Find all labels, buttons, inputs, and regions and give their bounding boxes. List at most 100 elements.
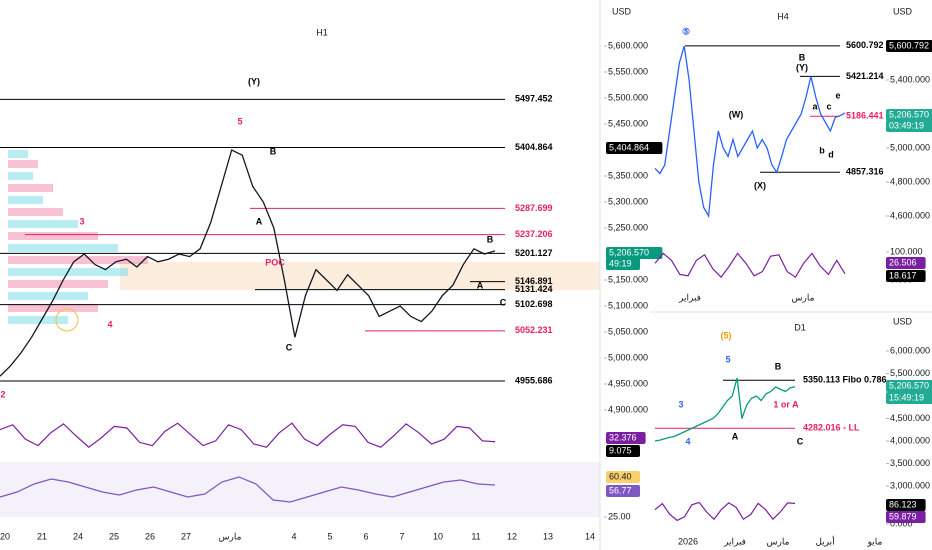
- x-tick-label: 14: [585, 531, 595, 541]
- y-tick-label: 5,050.000: [608, 326, 648, 336]
- x-tick-label: فبراير: [723, 536, 746, 547]
- y-tick-label: 4,000.000: [890, 435, 930, 445]
- y-tick-label: 5,550.000: [608, 66, 648, 76]
- price-badge: [606, 485, 640, 497]
- x-tick-label: مايو: [867, 536, 883, 547]
- price-badge-label: 9.075: [609, 445, 632, 455]
- price-badge-label: 5,600.792: [889, 40, 929, 50]
- y-tick-label: 0.000: [890, 518, 913, 528]
- x-tick-label: مارس: [767, 536, 790, 547]
- level-label: 4282.016 - LL: [803, 423, 860, 433]
- x-tick-label: 21: [37, 531, 47, 541]
- wave-label: B: [270, 146, 277, 156]
- price-badge-label: 26.506: [889, 257, 917, 267]
- price-badge-label: 5,206.570: [889, 380, 929, 390]
- price-badge-label: 86.123: [889, 499, 917, 509]
- wave-label: A: [256, 216, 263, 226]
- price-badge: [886, 511, 926, 523]
- wave-label: (Y): [248, 76, 260, 86]
- price-badge-label: 18.617: [889, 270, 917, 280]
- y-tick-label: 3,500.000: [890, 458, 930, 468]
- wave-label: B: [799, 52, 806, 62]
- level-label: 5052.231: [515, 325, 553, 335]
- price-badge: [886, 392, 932, 404]
- wave-label: d: [828, 149, 834, 159]
- level-label: 5421.214: [846, 71, 884, 81]
- price-line: [0, 149, 496, 377]
- price-badge-label: 49:19: [609, 258, 632, 268]
- wave-label: A: [477, 280, 484, 290]
- y-tick-label: 3,000.000: [890, 480, 930, 490]
- y-tick-label: 5,150.000: [608, 274, 648, 284]
- y-tick-label: 4,950.000: [608, 378, 648, 388]
- indicator-line: [0, 476, 496, 503]
- y-tick-label: 4,900.000: [608, 404, 648, 414]
- wave-label: e: [835, 90, 840, 100]
- currency: USD: [893, 6, 913, 16]
- wave-label: C: [797, 436, 804, 446]
- chart-title: D1: [794, 322, 806, 332]
- x-tick-label: 27: [181, 531, 191, 541]
- y-tick-label: 5,500.000: [608, 92, 648, 102]
- x-tick-label: 2026: [678, 536, 698, 546]
- wave-label: POC: [265, 257, 285, 267]
- y-tick-label: 5,500.000: [890, 368, 930, 378]
- price-badge: [606, 432, 646, 444]
- level-label: 5600.792: [846, 40, 884, 50]
- wave-label: a: [812, 101, 818, 111]
- wave-label: ⑤: [682, 26, 690, 36]
- wave-label: 5: [237, 116, 242, 126]
- wave-label: (X): [754, 180, 766, 190]
- y-tick-label: 5,300.000: [608, 196, 648, 206]
- level-label: 5201.127: [515, 248, 553, 258]
- price-badge-label: 5,206.570: [609, 247, 649, 257]
- price-line: [654, 45, 846, 219]
- y-tick-label: 6,000.000: [890, 345, 930, 355]
- price-badge: [886, 40, 932, 52]
- price-badge-label: 59.879: [889, 511, 917, 521]
- level-label: 5497.452: [515, 94, 553, 104]
- chart-title: H1: [316, 27, 328, 37]
- price-badge: [886, 120, 932, 132]
- y-tick-label: 4,600.000: [890, 210, 930, 220]
- y-tick-label: 5,000.000: [608, 352, 648, 362]
- x-tick-label: 7: [399, 531, 404, 541]
- wave-label: (5): [721, 330, 732, 340]
- level-label: 5404.864: [515, 142, 553, 152]
- x-tick-label: 24: [73, 531, 83, 541]
- price-badge-label: 56.77: [609, 485, 632, 495]
- level-label: 5186.441: [846, 111, 884, 121]
- x-tick-label: 26: [145, 531, 155, 541]
- price-badge: [886, 257, 926, 269]
- wave-label: 2: [0, 389, 5, 399]
- level-label: 4857.316: [846, 167, 884, 177]
- level-label: 5287.699: [515, 203, 553, 213]
- level-label: 5146.891: [515, 276, 553, 286]
- price-badge: [606, 142, 663, 154]
- price-badge: [606, 471, 640, 483]
- price-badge-label: 5,404.864: [609, 142, 649, 152]
- price-badge-label: 03:49:19: [889, 120, 924, 130]
- x-tick-label: 13: [543, 531, 553, 541]
- price-badge-label: 5,206.570: [889, 109, 929, 119]
- price-badge: [886, 499, 926, 511]
- x-tick-label: 12: [507, 531, 517, 541]
- price-badge: [606, 258, 640, 270]
- price-badge-label: 60.40: [609, 471, 632, 481]
- price-badge: [606, 247, 663, 259]
- y-tick-label: 100.000: [890, 246, 923, 256]
- wave-label: B: [775, 361, 782, 371]
- wave-label: 1 or A: [773, 399, 799, 409]
- y-tick-label: 4,500.000: [890, 413, 930, 423]
- y-tick-label: 5,000.000: [890, 142, 930, 152]
- x-tick-label: 4: [291, 531, 296, 541]
- highlight-circle: [55, 308, 79, 332]
- wave-label: c: [826, 101, 831, 111]
- y-tick-label: 25.00: [608, 511, 631, 521]
- y-tick-label: 4,800.000: [890, 176, 930, 186]
- y-tick-label: 5,250.000: [608, 222, 648, 232]
- wave-label: b: [819, 145, 825, 155]
- x-tick-label: فبراير: [678, 292, 701, 303]
- x-tick-label: 20: [0, 531, 10, 541]
- y-tick-label: 5,100.000: [608, 300, 648, 310]
